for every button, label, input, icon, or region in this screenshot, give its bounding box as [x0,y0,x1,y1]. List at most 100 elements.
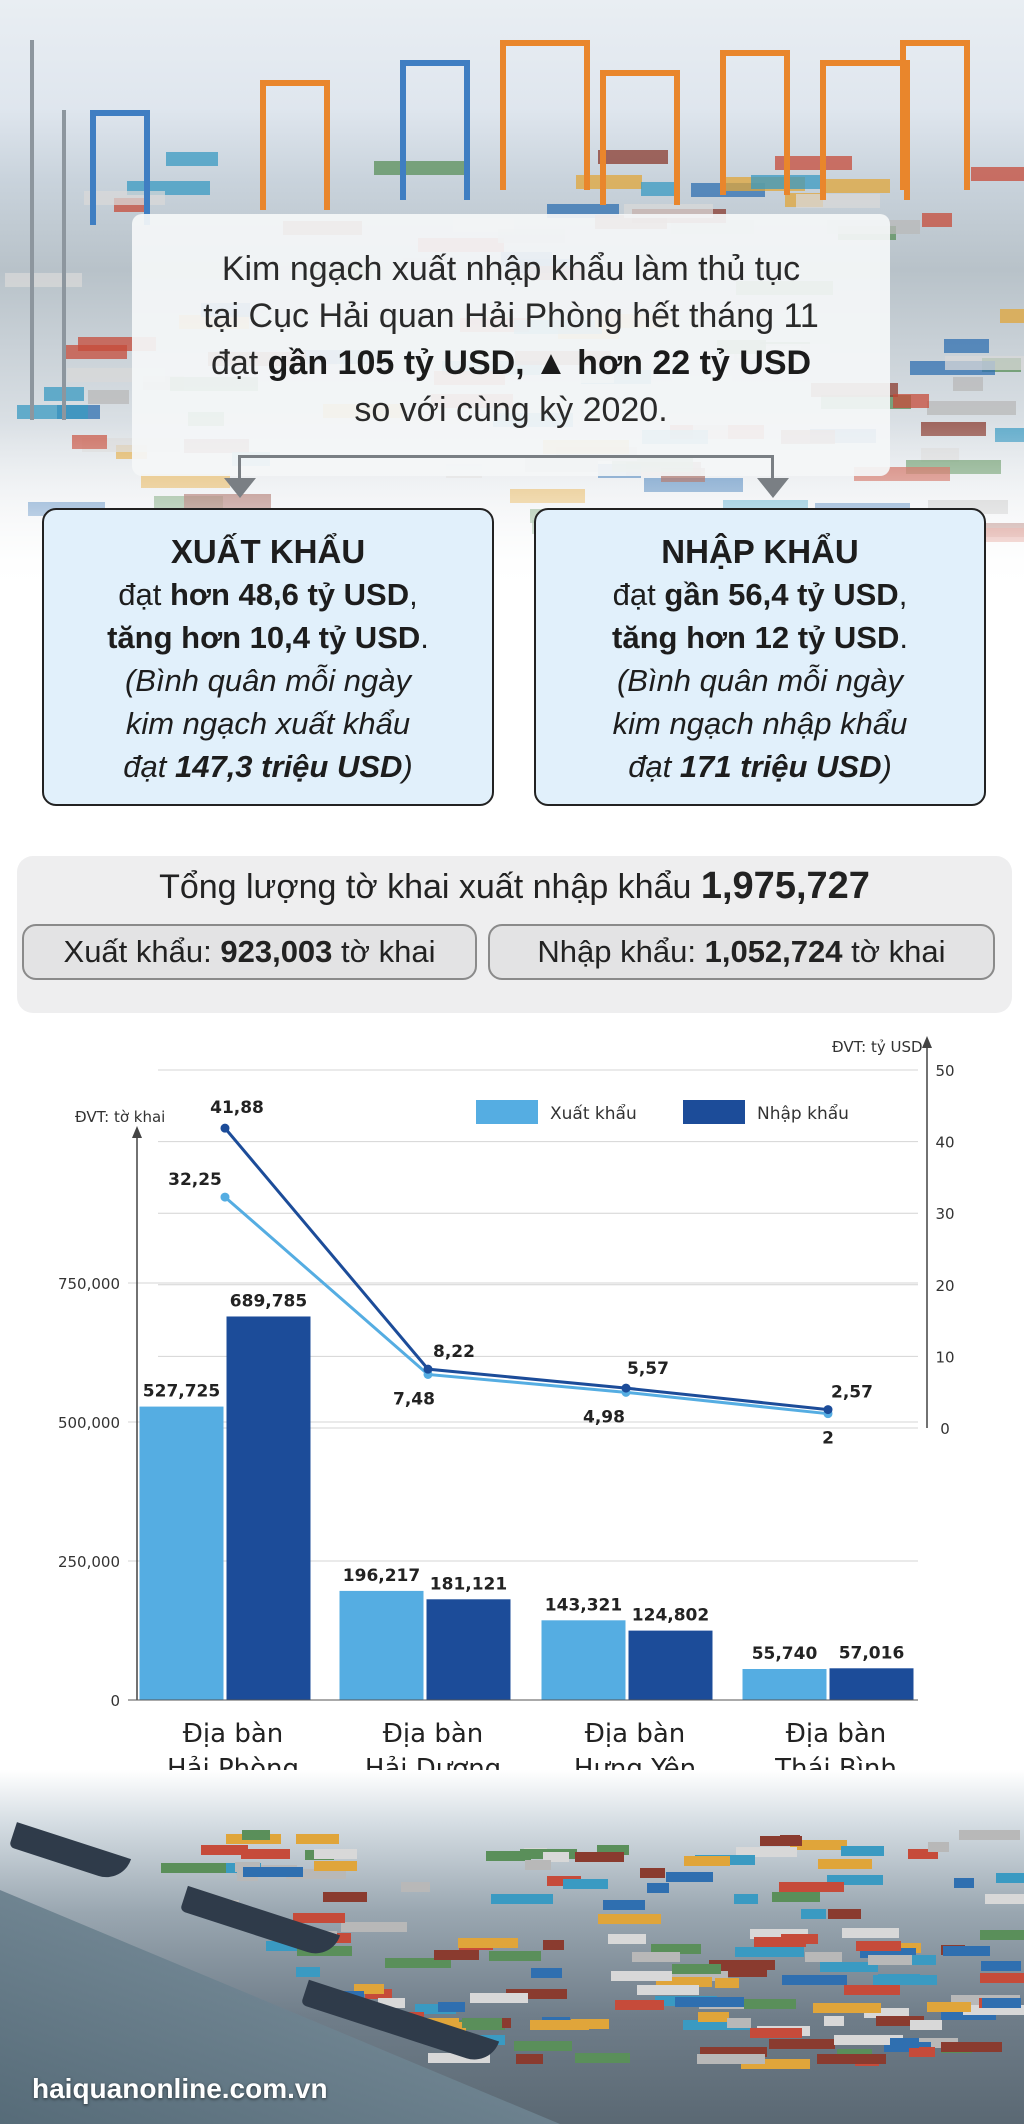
container-stack [574,2053,631,2064]
container-stack [697,2011,730,2022]
container-stack [574,1851,625,1862]
import-title: NHẬP KHẨU [661,533,859,570]
container-stack [385,1957,452,1968]
bar-value-label: 57,016 [839,1643,905,1663]
container-stack [699,2047,768,2058]
container-stack [781,1975,848,1986]
declarations-total-value: 1,975,727 [700,865,870,907]
container-stack [314,1848,358,1859]
container-stack [364,1989,392,2000]
line-value-label: 2 [822,1429,834,1449]
container-stack [631,1952,681,1963]
container-stack [433,1950,479,1961]
left-axis-tick-label: 250,000 [58,1553,120,1571]
import-line-4: (Bình quân mỗi ngày [616,663,904,698]
export-declarations-unit: tờ khai [332,934,436,969]
import-daily-value: 171 triệu USD [679,749,882,784]
left-axis-arrow-icon [132,1126,142,1138]
export-box: XUẤT KHẨU đạt hơn 48,6 tỷ USD, tăng hơn … [42,508,494,806]
export-daily-value: 147,3 triệu USD [174,749,403,784]
container-stack [942,1945,990,1956]
container-stack [958,1830,1020,1841]
line-value-label: 5,57 [627,1359,669,1379]
category-label: Địa bàn [183,1719,283,1749]
container-stack [768,2039,836,2050]
container-stack [999,308,1024,323]
port-background-bottom [0,1770,1024,2124]
container-stack [414,2004,457,2015]
container-stack [373,160,469,175]
legend-label-export: Xuất khẩu [550,1103,637,1124]
crane [500,40,590,190]
container-stack [428,2052,488,2063]
export-declarations-label: Xuất khẩu: [63,934,221,969]
bar-value-label: 196,217 [343,1566,420,1586]
headline: Kim ngạch xuất nhập khẩu làm thủ tục tại… [132,246,890,434]
container-stack [530,1967,563,1978]
connector-right [771,455,774,485]
arrow-down-icon [224,478,256,498]
import-declarations-unit: tờ khai [842,934,946,969]
container-stack [88,390,129,405]
container-stack [637,1984,699,1995]
bar-value-label: 124,802 [632,1606,709,1626]
container-stack [650,1944,701,1955]
right-axis-tick-label: 40 [935,1134,954,1152]
container-stack [750,2028,802,2039]
line-value-label: 4,98 [583,1407,625,1427]
crane [90,110,150,225]
container-stack [709,1960,776,1971]
container-stack [641,181,679,196]
container-stack [921,212,953,227]
container-stack [514,2040,572,2051]
right-axis-tick-label: 30 [935,1205,954,1223]
container-stack [462,2018,502,2029]
container-stack [529,2020,590,2031]
right-axis-tick-label: 20 [935,1277,954,1295]
container-stack [963,2005,1024,2016]
container-stack [864,2008,909,2019]
bar-export [541,1620,626,1700]
bar-value-label: 527,725 [143,1382,220,1402]
bar-import [226,1316,311,1700]
container-stack [909,2047,935,2058]
container-stack [940,2042,1002,2053]
bar-import [426,1599,511,1700]
container-stack [505,1988,568,1999]
light-pole [62,110,66,420]
export-value: hơn 48,6 tỷ USD [169,577,410,612]
crane [400,60,470,200]
container-stack [285,1869,347,1880]
line-export [224,1195,829,1416]
import-line-2-post: , [898,577,908,612]
headline-line-4: so với cùng kỳ 2020. [354,391,668,429]
right-axis-arrow-icon [922,1036,932,1048]
line-value-label: 41,88 [210,1098,264,1118]
container-stack [979,1930,1024,1941]
headline-box [132,214,890,476]
container-stack [775,156,853,171]
container-stack [165,151,219,166]
export-title: XUẤT KHẨU [170,533,366,570]
container-stack [735,1947,804,1958]
container-stack [671,1964,722,1975]
crane [820,60,910,200]
bar-import [829,1668,914,1700]
headline-line-3-bold: gần 105 tỷ USD, ▲ hơn 22 tỷ USD [267,344,812,382]
line-value-label: 2,57 [831,1383,873,1403]
import-line-5: kim ngạch nhập khẩu [612,706,908,741]
bar-value-label: 143,321 [545,1595,622,1615]
line-point [220,1192,230,1202]
container-stack [683,1856,730,1867]
container-stack [833,2035,904,2046]
container-stack [971,166,1024,181]
line-point [823,1405,833,1415]
export-declarations-value: 923,003 [220,934,333,969]
container-stack [662,1970,728,1981]
container-stack [945,356,1024,371]
container-stack [470,1993,528,2004]
container-stack [825,179,890,194]
crane [900,40,970,190]
container-stack [242,1866,304,1877]
right-axis-tick-label: 50 [935,1062,954,1080]
